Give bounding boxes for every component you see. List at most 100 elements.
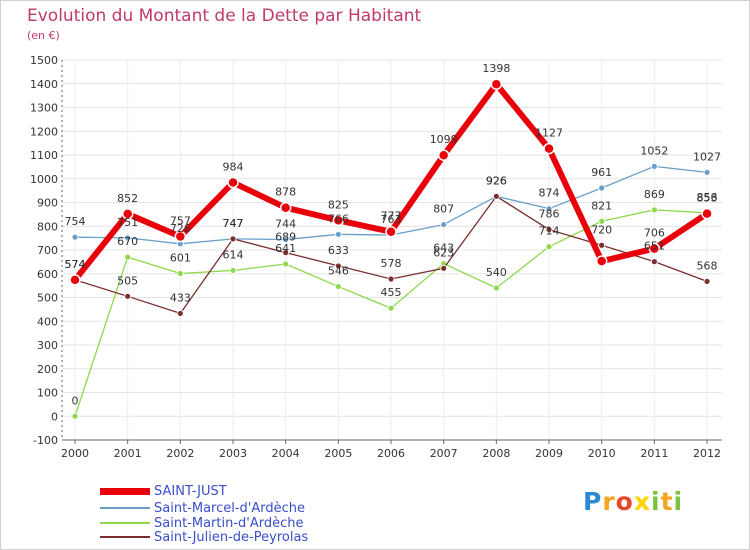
data-point — [176, 270, 184, 277]
data-label: 1052 — [640, 144, 668, 157]
data-point — [703, 168, 711, 176]
y-tick-label: 1500 — [30, 54, 58, 67]
x-tick-label: 2005 — [324, 447, 352, 460]
logo-letter: r — [602, 487, 616, 516]
chart-title: Evolution du Montant de la Dette par Hab… — [27, 6, 422, 26]
logo-letter: t — [660, 487, 674, 516]
data-label: 643 — [433, 242, 454, 255]
data-point — [124, 292, 132, 300]
data-label: 754 — [65, 215, 86, 228]
x-tick-label: 2008 — [482, 447, 510, 460]
data-point — [229, 267, 237, 274]
data-point — [176, 310, 184, 317]
data-point — [282, 236, 290, 243]
data-label: 706 — [644, 227, 665, 240]
y-tick-label: 200 — [37, 363, 58, 376]
data-label: 433 — [170, 291, 191, 304]
legend-swatch — [100, 536, 150, 538]
y-tick-label: 1200 — [30, 125, 58, 138]
data-point — [545, 226, 553, 233]
data-point — [650, 206, 658, 214]
data-label: 689 — [275, 231, 296, 244]
legend-swatch — [100, 507, 150, 509]
data-point — [440, 221, 448, 228]
data-label: 601 — [170, 252, 191, 265]
data-label: 984 — [223, 161, 244, 174]
data-label: 1127 — [535, 127, 563, 140]
data-point — [385, 225, 397, 238]
data-label: 744 — [275, 218, 296, 231]
data-point — [440, 264, 448, 272]
y-tick-label: 900 — [37, 197, 58, 210]
data-label: 856 — [697, 191, 718, 204]
y-tick-label: 400 — [37, 315, 58, 328]
legend-label: SAINT-JUST — [154, 483, 227, 499]
x-tick-label: 2006 — [377, 447, 405, 460]
data-point — [124, 234, 132, 242]
data-point — [545, 205, 553, 213]
data-point — [701, 207, 713, 220]
data-label: 926 — [486, 174, 507, 187]
data-label: 786 — [539, 208, 560, 221]
data-point — [282, 260, 290, 268]
data-label: 720 — [591, 223, 612, 236]
data-point — [650, 162, 658, 170]
y-tick-label: 500 — [37, 292, 58, 305]
data-point — [124, 253, 132, 261]
x-tick-label: 2010 — [588, 447, 616, 460]
data-label: 574 — [65, 258, 86, 271]
data-point — [332, 214, 345, 227]
data-label: 568 — [697, 259, 718, 272]
data-point — [598, 241, 606, 249]
data-point — [492, 284, 500, 292]
legend-item-saint-martin: Saint-Martin-d'Ardèche — [100, 516, 360, 531]
logo-letter: i — [651, 487, 661, 516]
y-tick-label: 1300 — [30, 102, 58, 115]
logo-letter: x — [633, 487, 651, 516]
data-label: 747 — [223, 217, 244, 230]
data-point — [703, 277, 711, 285]
data-point — [71, 412, 79, 420]
legend-item-saint-marcel: Saint-Marcel-d'Ardèche — [100, 501, 360, 516]
data-point — [334, 230, 342, 238]
x-tick-label: 2009 — [535, 447, 563, 460]
data-label: 505 — [117, 274, 138, 287]
data-point — [121, 208, 134, 220]
y-tick-label: -100 — [33, 434, 58, 447]
data-point — [545, 243, 553, 251]
data-point — [279, 201, 292, 214]
y-tick-label: 600 — [37, 268, 58, 281]
x-tick-label: 2004 — [272, 447, 300, 460]
chart-unit: (en €) — [27, 29, 60, 42]
x-tick-label: 2011 — [640, 447, 668, 460]
x-tick-label: 2000 — [61, 447, 89, 460]
legend-item-saint-julien: Saint-Julien-de-Peyrolas — [100, 530, 360, 545]
data-label: 614 — [223, 248, 244, 261]
data-label: 807 — [433, 203, 454, 216]
data-point — [598, 184, 606, 192]
data-point — [174, 230, 187, 243]
legend-swatch — [100, 487, 150, 495]
data-point — [598, 217, 606, 225]
data-point — [595, 255, 608, 267]
data-point — [648, 242, 661, 255]
data-label: 574 — [65, 258, 86, 271]
data-point — [543, 142, 555, 155]
data-label: 853 — [697, 192, 718, 205]
data-label: 825 — [328, 198, 349, 211]
data-label: 869 — [644, 188, 665, 201]
data-label: 0 — [72, 394, 79, 407]
data-point — [387, 304, 395, 312]
data-label: 633 — [328, 244, 349, 257]
data-label: 766 — [328, 212, 349, 225]
proxiti-logo: Proxiti — [583, 487, 683, 516]
data-label: 747 — [223, 217, 244, 230]
data-label: 926 — [486, 174, 507, 187]
data-label: 455 — [381, 286, 402, 299]
logo-letter: i — [673, 487, 684, 516]
data-label: 878 — [275, 186, 296, 199]
y-tick-label: 100 — [37, 387, 58, 400]
data-point — [650, 258, 658, 266]
data-label: 874 — [539, 187, 560, 200]
